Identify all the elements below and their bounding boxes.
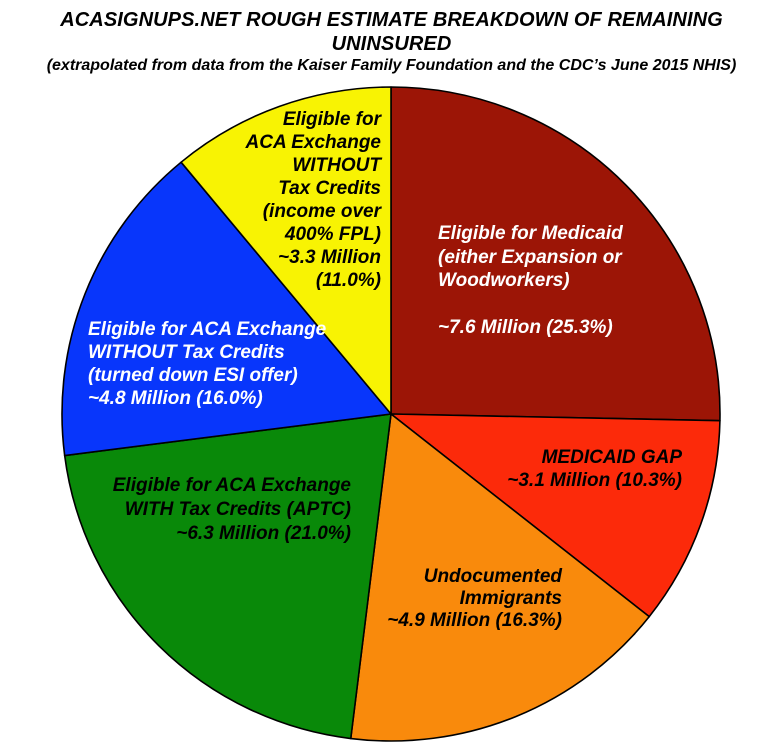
pie-slice-exchange-with-tax-credits bbox=[63, 413, 392, 740]
pie-slice-exchange-without-tax-credits-esi bbox=[61, 161, 392, 457]
pie-slice-undocumented-immigrants bbox=[349, 413, 651, 742]
pie-slice-medicaid-gap bbox=[390, 413, 721, 618]
chart-header: ACASIGNUPS.NET ROUGH ESTIMATE BREAKDOWN … bbox=[0, 8, 783, 76]
pie-slice-medicaid-eligible bbox=[390, 86, 721, 422]
chart-subtitle: (extrapolated from data from the Kaiser … bbox=[46, 57, 737, 74]
pie-slice-exchange-without-tax-credits-400fpl bbox=[180, 86, 392, 415]
chart-title: ACASIGNUPS.NET ROUGH ESTIMATE BREAKDOWN … bbox=[60, 9, 723, 55]
